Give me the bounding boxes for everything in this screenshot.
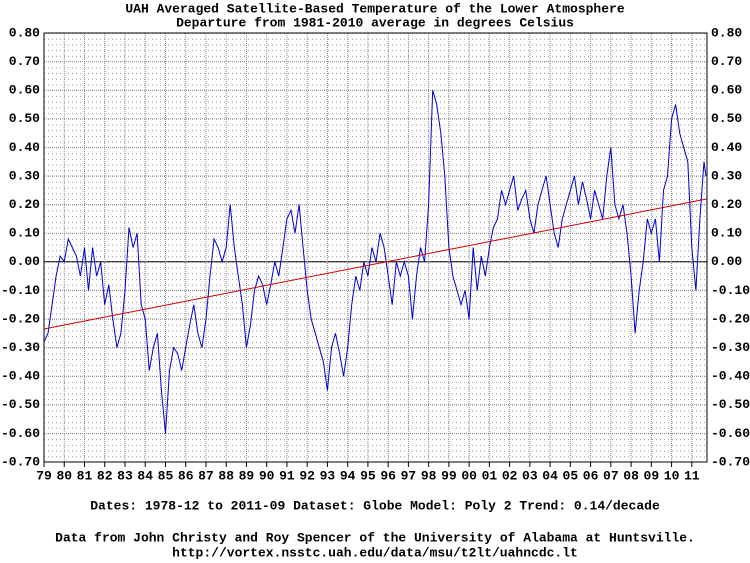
x-tick-label: 96 <box>380 468 396 483</box>
x-tick-label: 95 <box>360 468 376 483</box>
footer-info: Dates: 1978-12 to 2011-09 Dataset: Globe… <box>90 498 660 513</box>
x-tick-label: 92 <box>299 468 315 483</box>
y-tick-label: -0.70 <box>1 454 40 469</box>
x-tick-label: 04 <box>542 468 558 483</box>
x-tick-label: 87 <box>198 468 214 483</box>
x-tick-label: 11 <box>684 468 700 483</box>
y-tick-label: -0.20 <box>1 311 40 326</box>
x-tick-label: 93 <box>320 468 336 483</box>
chart-title: UAH Averaged Satellite-Based Temperature… <box>125 1 624 16</box>
x-tick-label: 02 <box>502 468 518 483</box>
trend-line <box>43 198 708 330</box>
footer-credit: Data from John Christy and Roy Spencer o… <box>55 530 695 545</box>
chart-subtitle: Departure from 1981-2010 average in degr… <box>176 15 574 30</box>
x-tick-label: 97 <box>401 468 417 483</box>
x-tick-label: 81 <box>77 468 93 483</box>
x-tick-label: 86 <box>178 468 194 483</box>
y2-tick-label: 0.10 <box>711 226 742 241</box>
x-tick-label: 90 <box>259 468 275 483</box>
x-tick-label: 84 <box>137 468 153 483</box>
y-tick-label: 0.80 <box>9 25 40 40</box>
x-tick-label: 82 <box>97 468 113 483</box>
x-tick-label: 05 <box>563 468 579 483</box>
y2-tick-label: -0.70 <box>711 454 750 469</box>
x-tick-label: 03 <box>522 468 538 483</box>
y-tick-label: -0.30 <box>1 340 40 355</box>
y-tick-label: -0.40 <box>1 369 40 384</box>
x-tick-label: 83 <box>117 468 133 483</box>
y-tick-label: 0.30 <box>9 168 40 183</box>
y2-tick-label: 0.20 <box>711 197 742 212</box>
x-tick-label: 08 <box>623 468 639 483</box>
fine-grid <box>44 33 707 462</box>
x-tick-label: 06 <box>583 468 599 483</box>
y2-tick-label: 0.00 <box>711 254 742 269</box>
y-tick-label: 0.20 <box>9 197 40 212</box>
footer-url: http://vortex.nsstc.uah.edu/data/msu/t2l… <box>172 545 578 560</box>
y2-tick-label: -0.10 <box>711 283 750 298</box>
y-tick-label: 0.00 <box>9 254 40 269</box>
x-tick-label: 88 <box>218 468 234 483</box>
y2-tick-label: -0.60 <box>711 426 750 441</box>
x-tick-label: 89 <box>239 468 255 483</box>
x-tick-label: 80 <box>56 468 72 483</box>
y2-tick-label: -0.30 <box>711 340 750 355</box>
y-tick-label: -0.10 <box>1 283 40 298</box>
y2-tick-label: 0.60 <box>711 83 742 98</box>
data-line <box>43 90 707 434</box>
x-tick-label: 94 <box>340 468 356 483</box>
plot-frame <box>43 32 708 463</box>
y2-tick-label: 0.80 <box>711 25 742 40</box>
x-tick-label: 09 <box>644 468 660 483</box>
y2-tick-label: -0.50 <box>711 397 750 412</box>
y2-tick-label: 0.30 <box>711 168 742 183</box>
x-tick-label: 07 <box>603 468 619 483</box>
x-tick-label: 00 <box>461 468 477 483</box>
y-tick-label: 0.70 <box>9 54 40 69</box>
y2-tick-label: -0.40 <box>711 369 750 384</box>
y2-tick-label: 0.50 <box>711 111 742 126</box>
y-tick-label: 0.50 <box>9 111 40 126</box>
x-tick-label: 91 <box>279 468 295 483</box>
x-tick-label: 79 <box>36 468 52 483</box>
y2-tick-label: 0.40 <box>711 140 742 155</box>
y-tick-label: 0.60 <box>9 83 40 98</box>
x-tick-label: 99 <box>441 468 457 483</box>
x-tick-label: 01 <box>482 468 498 483</box>
y-tick-label: 0.10 <box>9 226 40 241</box>
y-tick-label: -0.50 <box>1 397 40 412</box>
x-tick-label: 85 <box>158 468 174 483</box>
x-tick-label: 10 <box>664 468 680 483</box>
y2-tick-label: -0.20 <box>711 311 750 326</box>
y2-tick-label: 0.70 <box>711 54 742 69</box>
x-tick-label: 98 <box>421 468 437 483</box>
y-tick-label: -0.60 <box>1 426 40 441</box>
y-tick-label: 0.40 <box>9 140 40 155</box>
